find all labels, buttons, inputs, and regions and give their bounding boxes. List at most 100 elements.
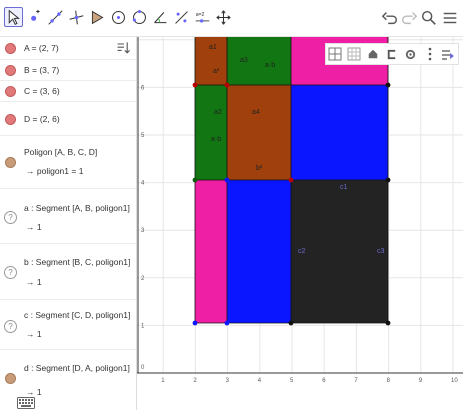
algebra-row-A[interactable]: A = (2, 7) [0,37,136,60]
region-blue-right [291,85,388,180]
algebra-definition: D = (2, 6) [24,114,60,124]
graphics-view[interactable]: a1 a² a3 a·b a2 a·b a4 b² c1 c2 c3 1 2 3 4 5… [137,37,463,410]
points [192,82,391,326]
help-icon[interactable]: ? [4,211,17,224]
visibility-toggle-icon[interactable] [5,114,16,125]
algebra-value: → 1 [26,277,42,287]
region-blue-bottom [227,180,291,323]
algebra-row-C[interactable]: C = (3, 6) [0,81,136,102]
y-tick-label: 6 [141,85,145,91]
x-tick-label: 9 [419,378,423,384]
region-green-a3 [227,37,291,85]
fine-grid-icon[interactable] [345,45,363,63]
label-c1: c1 [340,184,348,191]
y-tick-label: 5 [141,133,145,139]
x-tick-label: 4 [258,378,262,384]
coordinate-canvas[interactable]: a1 a² a3 a·b a2 a·b a4 b² c1 c2 c3 1 2 3 4 5… [137,37,463,410]
x-tick-label: 1 [161,378,165,384]
svg-text:a=2: a=2 [196,11,205,17]
point-tool-icon[interactable] [25,7,44,27]
origin-label: 0 [141,365,145,371]
move-graphics-tool-icon[interactable] [214,7,233,27]
x-tick-label: 3 [226,378,230,384]
algebra-row-polygon[interactable]: Poligon [A, B, C, D] → poligon1 = 1 [0,136,136,189]
algebra-row-segment-b[interactable]: ? b : Segment [B, C, poligon1] → 1 [0,244,136,300]
graphics-style-bar [325,43,459,65]
standard-view-icon[interactable] [383,45,401,63]
undo-icon[interactable] [380,8,400,28]
label-a-squared: a² [213,68,220,75]
x-tick-label: 10 [451,378,458,384]
label-ab-left: a·b [211,136,221,143]
reflect-tool-icon[interactable] [172,7,191,27]
algebra-definition: B = (3, 7) [24,65,60,75]
algebra-row-B[interactable]: B = (3, 7) [0,60,136,81]
y-tick-label: 2 [141,276,145,282]
label-a2: a2 [214,109,222,116]
visibility-toggle-icon[interactable] [5,157,16,168]
label-a3: a3 [240,57,248,64]
help-icon[interactable]: ? [4,266,17,279]
label-c3: c3 [377,248,385,255]
y-tick-labels: 1 2 3 4 5 6 [141,85,145,329]
x-tick-labels: 1 2 3 4 5 6 7 8 9 10 [161,378,458,384]
algebra-row-segment-c[interactable]: ? c : Segment [C, D, poligon1] → 1 [0,300,136,350]
help-icon[interactable]: ? [4,320,17,333]
search-icon[interactable] [419,8,439,28]
x-tick-label: 2 [193,378,197,384]
redo-icon[interactable] [399,8,419,28]
x-tick-label: 7 [354,378,358,384]
region-black-square [291,180,388,323]
home-icon[interactable] [364,45,382,63]
label-a1: a1 [209,44,217,51]
algebra-definition: c : Segment [C, D, poligon1] [24,310,131,320]
keyboard-icon[interactable] [17,396,35,409]
toolbar: a=2 [0,0,463,37]
x-tick-label: 6 [322,378,326,384]
label-c2: c2 [298,248,306,255]
circle-points-tool-icon[interactable] [130,7,149,27]
visibility-toggle-icon[interactable] [5,86,16,97]
algebra-definition: Poligon [A, B, C, D] [24,147,98,157]
sort-icon[interactable] [116,40,132,56]
algebra-row-segment-d[interactable]: d : Segment [D, A, poligon1] → 1 [0,350,136,410]
perpendicular-tool-icon[interactable] [67,7,86,27]
region-green-a2 [195,85,227,180]
x-tick-label: 5 [290,378,294,384]
visibility-toggle-icon[interactable] [5,373,16,384]
region-brown-a4 [227,85,291,180]
algebra-value: → 1 [26,329,42,339]
label-a4: a4 [252,109,260,116]
region-pink-left [195,180,227,323]
slider-tool-icon[interactable]: a=2 [193,7,212,27]
algebra-definition: A = (2, 7) [24,43,59,53]
settings-icon[interactable] [402,45,420,63]
angle-tool-icon[interactable] [151,7,170,27]
algebra-definition: b : Segment [B, C, poligon1] [24,257,131,267]
y-tick-label: 1 [141,323,145,329]
move-tool-icon[interactable] [4,7,23,27]
style-bar-toggle-icon[interactable] [439,45,457,63]
x-tick-label: 8 [387,378,391,384]
algebra-row-segment-a[interactable]: ? a : Segment [A, B, poligon1] → 1 [0,189,136,244]
algebra-definition: C = (3, 6) [24,86,60,96]
region-brown-a1 [195,37,227,85]
visibility-toggle-icon[interactable] [5,65,16,76]
more-options-icon[interactable] [421,45,439,63]
algebra-row-D[interactable]: D = (2, 6) [0,102,136,136]
visibility-toggle-icon[interactable] [5,43,16,54]
algebra-view: A = (2, 7) B = (3, 7) C = (3, 6) D = (2,… [0,37,137,410]
y-tick-label: 4 [141,181,145,187]
algebra-definition: a : Segment [A, B, poligon1] [24,203,130,213]
circle-tool-icon[interactable] [109,7,128,27]
algebra-value: → 1 [26,387,42,397]
line-tool-icon[interactable] [46,7,65,27]
polygon-tool-icon[interactable] [88,7,107,27]
algebra-value: → 1 [26,222,42,232]
menu-icon[interactable] [440,8,460,28]
y-tick-label: 3 [141,228,145,234]
algebra-definition: d : Segment [D, A, poligon1] [24,363,130,373]
label-ab-top: a·b [265,62,275,69]
grid-toggle-icon[interactable] [326,45,344,63]
algebra-value: → poligon1 = 1 [26,166,84,176]
